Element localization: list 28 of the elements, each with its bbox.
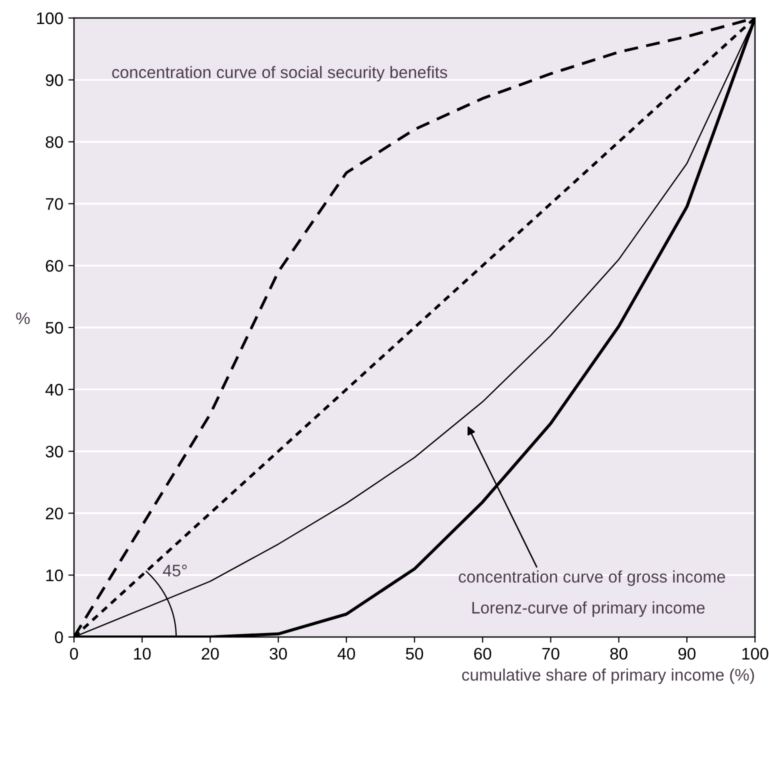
annotation: concentration curve of social security benefits bbox=[112, 66, 448, 82]
x-tick-label: 40 bbox=[338, 648, 356, 660]
y-tick-label: 50 bbox=[46, 322, 63, 334]
x-tick-label: 20 bbox=[202, 648, 219, 660]
annotation: Lorenz-curve of primary income bbox=[472, 601, 705, 617]
annotation: 45° bbox=[162, 564, 187, 576]
x-tick-label: 70 bbox=[542, 648, 560, 660]
y-tick-label: 0 bbox=[54, 631, 63, 644]
x-tick-label: 60 bbox=[474, 648, 492, 660]
y-tick-label: 100 bbox=[37, 12, 63, 24]
x-tick-label: 0 bbox=[70, 648, 78, 660]
x-tick-label: 50 bbox=[406, 648, 424, 660]
x-tick-label: 80 bbox=[610, 648, 628, 660]
annotation: concentration curve of gross income bbox=[458, 570, 726, 586]
y-axis-title: % bbox=[16, 312, 30, 324]
y-tick-label: 40 bbox=[45, 384, 63, 396]
y-tick-label: 30 bbox=[46, 446, 63, 458]
x-axis-title: cumulative share of primary income (%) bbox=[462, 668, 754, 684]
y-tick-label: 10 bbox=[46, 570, 63, 582]
y-tick-label: 70 bbox=[46, 198, 63, 210]
x-tick-label: 90 bbox=[678, 648, 696, 660]
y-tick-label: 90 bbox=[46, 74, 63, 86]
y-tick-label: 80 bbox=[46, 136, 63, 148]
y-tick-label: 20 bbox=[46, 508, 63, 520]
x-tick-label: 10 bbox=[134, 648, 151, 660]
x-tick-label: 30 bbox=[270, 648, 287, 660]
x-tick-label: 100 bbox=[742, 648, 768, 660]
y-tick-label: 60 bbox=[46, 260, 63, 272]
